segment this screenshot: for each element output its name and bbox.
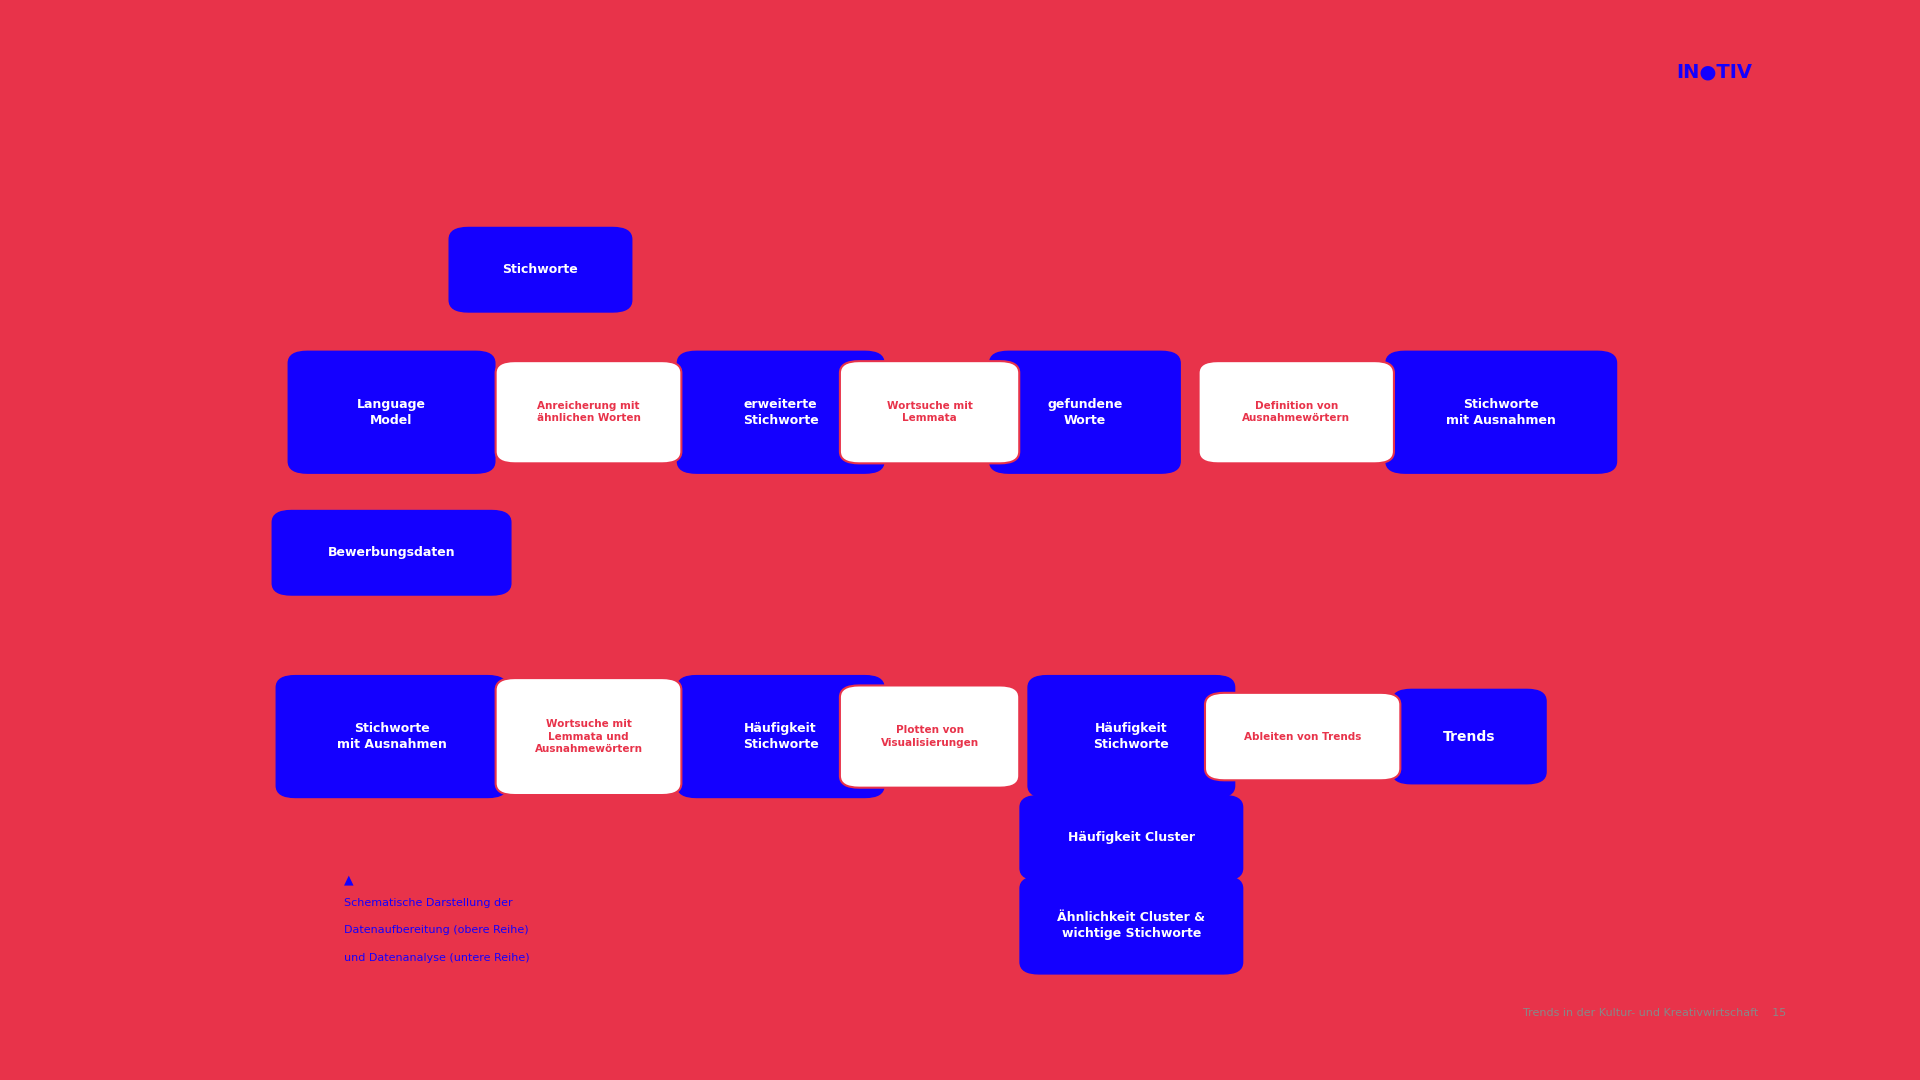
Text: Wortsuche mit
Lemmata und
Ausnahmewörtern: Wortsuche mit Lemmata und Ausnahmewörter…: [534, 719, 643, 754]
Text: erweiterte
Stichworte: erweiterte Stichworte: [743, 397, 818, 427]
Text: gefundene
Worte: gefundene Worte: [1046, 397, 1123, 427]
FancyBboxPatch shape: [1198, 361, 1394, 463]
Text: Definition von
Ausnahmewörtern: Definition von Ausnahmewörtern: [1242, 401, 1350, 423]
FancyBboxPatch shape: [1020, 796, 1242, 880]
FancyBboxPatch shape: [839, 361, 1020, 463]
Text: Anreicherung mit
ähnlichen Worten: Anreicherung mit ähnlichen Worten: [536, 401, 641, 423]
FancyBboxPatch shape: [1206, 693, 1400, 780]
Text: Ableiten von Trends: Ableiten von Trends: [1244, 731, 1361, 742]
FancyBboxPatch shape: [449, 228, 632, 312]
FancyBboxPatch shape: [678, 351, 883, 473]
Text: Trends in der Kultur- und Kreativwirtschaft    15: Trends in der Kultur- und Kreativwirtsch…: [1523, 1008, 1788, 1018]
Text: Stichworte
mit Ausnahmen: Stichworte mit Ausnahmen: [1446, 397, 1557, 427]
Text: Datenaufbereitung (obere Reihe): Datenaufbereitung (obere Reihe): [344, 926, 528, 935]
FancyBboxPatch shape: [495, 361, 682, 463]
Text: Trends: Trends: [1444, 730, 1496, 743]
FancyBboxPatch shape: [989, 351, 1181, 473]
Text: Bewerbungsdaten: Bewerbungsdaten: [328, 546, 455, 559]
Text: Plotten von
Visualisierungen: Plotten von Visualisierungen: [881, 726, 979, 747]
Text: Schematische Darstellung der: Schematische Darstellung der: [344, 897, 513, 907]
FancyBboxPatch shape: [678, 676, 883, 797]
Text: Stichworte: Stichworte: [503, 264, 578, 276]
Text: Wortsuche mit
Lemmata: Wortsuche mit Lemmata: [887, 401, 973, 423]
FancyBboxPatch shape: [288, 351, 495, 473]
FancyBboxPatch shape: [276, 676, 507, 797]
Text: Häufigkeit
Stichworte: Häufigkeit Stichworte: [743, 723, 818, 751]
Text: Language
Model: Language Model: [357, 397, 426, 427]
FancyBboxPatch shape: [1027, 676, 1235, 797]
FancyBboxPatch shape: [273, 511, 511, 595]
FancyBboxPatch shape: [1386, 351, 1617, 473]
Text: und Datenanalyse (untere Reihe): und Datenanalyse (untere Reihe): [344, 953, 530, 962]
Text: IN●TIV: IN●TIV: [1676, 63, 1753, 82]
FancyBboxPatch shape: [1020, 877, 1242, 974]
FancyBboxPatch shape: [1392, 689, 1546, 784]
FancyBboxPatch shape: [495, 678, 682, 795]
Text: Ähnlichkeit Cluster &
wichtige Stichworte: Ähnlichkeit Cluster & wichtige Stichwort…: [1058, 910, 1206, 940]
Text: ▲: ▲: [344, 873, 353, 886]
FancyBboxPatch shape: [839, 686, 1020, 787]
Text: Häufigkeit Cluster: Häufigkeit Cluster: [1068, 832, 1194, 845]
Text: Häufigkeit
Stichworte: Häufigkeit Stichworte: [1094, 723, 1169, 751]
Text: Stichworte
mit Ausnahmen: Stichworte mit Ausnahmen: [336, 723, 447, 751]
